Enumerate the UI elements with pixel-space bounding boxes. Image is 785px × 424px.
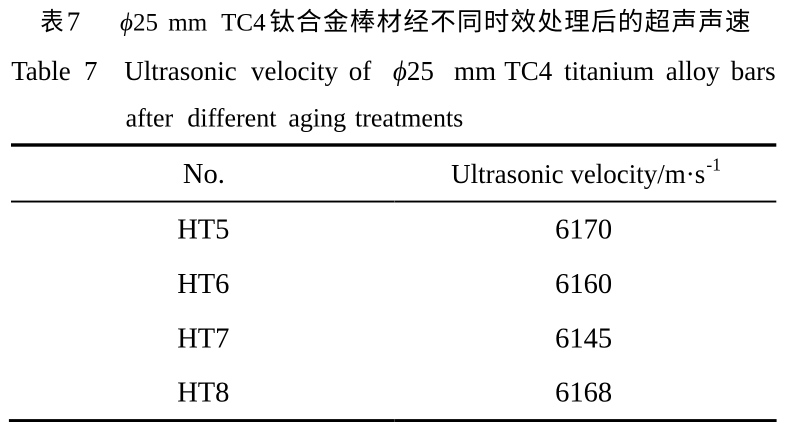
svg-text:aging: aging [288, 104, 346, 133]
svg-text:7: 7 [67, 6, 81, 36]
svg-text:Table: Table [11, 56, 71, 86]
svg-text:Ultrasonic velocity/m·s: Ultrasonic velocity/m·s [451, 159, 705, 189]
svg-text:ϕ25: ϕ25 [393, 56, 434, 86]
svg-text:mm: mm [454, 56, 496, 86]
svg-text:7: 7 [84, 56, 98, 86]
svg-text:6170: 6170 [555, 215, 612, 246]
svg-text:mm: mm [168, 9, 207, 36]
svg-text:ϕ25: ϕ25 [120, 9, 158, 36]
svg-text:6145: 6145 [555, 323, 612, 354]
svg-text:titanium: titanium [564, 56, 654, 86]
svg-text:HT8: HT8 [177, 378, 229, 409]
svg-text:after: after [126, 104, 174, 133]
svg-text:alloy: alloy [666, 56, 720, 86]
svg-text:HT7: HT7 [177, 323, 229, 354]
svg-text:treatments: treatments [355, 104, 463, 133]
svg-text:HT5: HT5 [177, 215, 229, 246]
svg-text:TC4: TC4 [221, 9, 266, 36]
svg-text:6160: 6160 [555, 269, 612, 300]
svg-text:No.: No. [183, 159, 225, 190]
svg-text:of: of [349, 56, 372, 86]
svg-text:different: different [187, 104, 277, 133]
svg-text:bars: bars [731, 56, 776, 86]
svg-text:6168: 6168 [555, 378, 612, 409]
svg-text:TC4: TC4 [504, 56, 553, 86]
svg-text:-1: -1 [706, 155, 721, 175]
svg-text:velocity: velocity [251, 56, 338, 86]
svg-text:Ultrasonic: Ultrasonic [124, 56, 236, 86]
svg-text:HT6: HT6 [177, 269, 229, 300]
